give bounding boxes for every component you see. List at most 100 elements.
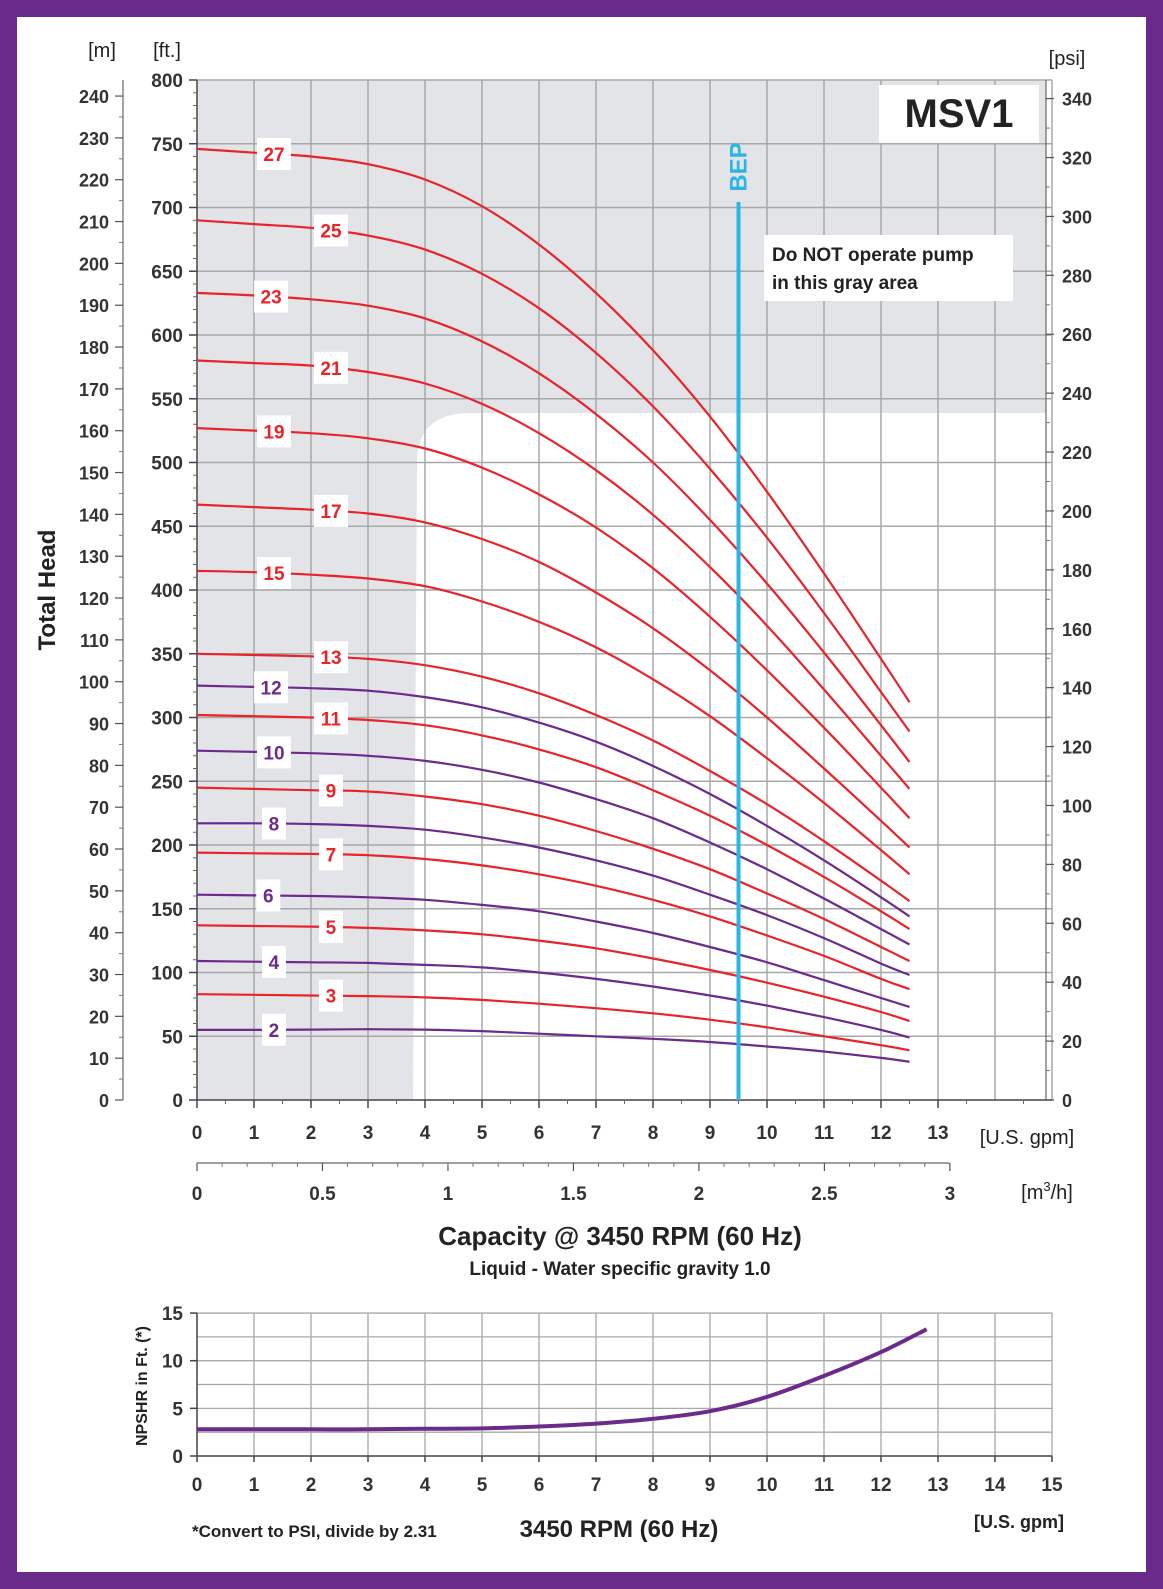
stage-label-10: 10 — [263, 743, 284, 764]
stage-label-4: 4 — [269, 953, 280, 974]
y-psi-tick-label: 340 — [1062, 90, 1092, 110]
stage-label-25: 25 — [320, 222, 342, 243]
x-axis-title: Capacity @ 3450 RPM (60 Hz) — [438, 1221, 801, 1251]
x-m3h-tick-label: 0 — [192, 1184, 203, 1205]
stage-curve-12 — [196, 684, 911, 918]
stage-label-19: 19 — [263, 423, 284, 444]
stage-label-box — [256, 736, 291, 769]
stage-curve-7 — [196, 851, 910, 991]
y-m-tick-label: 170 — [79, 380, 109, 400]
y-m-tick-label: 80 — [89, 756, 109, 776]
stage-label-box — [313, 702, 348, 735]
y-m-tick-label: 160 — [79, 422, 109, 442]
y-ft-tick-label: 250 — [151, 772, 183, 793]
stage-label-box — [313, 214, 348, 247]
stage-label-box — [318, 774, 343, 807]
y-psi-tick-label: 320 — [1062, 149, 1092, 169]
x-gpm-tick-label: 0 — [192, 1123, 203, 1144]
stage-label-27: 27 — [263, 145, 284, 166]
x-gpm-tick-label: 8 — [648, 1123, 659, 1144]
y-m-tick-label: 180 — [79, 338, 109, 358]
x-gpm-tick-label: 9 — [705, 1123, 716, 1144]
y-ft-tick-label: 500 — [151, 454, 183, 475]
stage-label-box — [256, 879, 281, 912]
x-m3h-tick-label: 2 — [694, 1184, 705, 1205]
y-m-tick-label: 190 — [79, 296, 109, 316]
stage-label-21: 21 — [320, 359, 342, 380]
stage-curve-6 — [196, 893, 910, 1008]
npshr-x-tick-label: 6 — [534, 1475, 545, 1496]
y-m-tick-label: 240 — [79, 87, 109, 107]
stage-label-box — [261, 807, 286, 840]
x-gpm-tick-label: 10 — [756, 1123, 777, 1144]
y-psi-tick-label: 140 — [1062, 679, 1092, 699]
y-psi-tick-label: 160 — [1062, 620, 1092, 640]
stage-label-8: 8 — [269, 815, 280, 836]
npshr-x-tick-label: 4 — [420, 1475, 431, 1496]
x-m3h-tick-label: 2.5 — [811, 1184, 838, 1205]
x-m3h-tick-label: 0.5 — [309, 1184, 336, 1205]
npshr-x-tick-label: 12 — [870, 1475, 891, 1496]
stage-label-box — [313, 641, 348, 674]
npshr-x-tick-label: 3 — [363, 1475, 374, 1496]
stage-curve-4 — [196, 959, 910, 1039]
y-ft-tick-label: 650 — [151, 262, 183, 283]
y-psi-tick-label: 60 — [1062, 914, 1082, 934]
y-unit-feet: [ft.] — [153, 40, 181, 62]
stage-label-17: 17 — [320, 502, 341, 523]
stage-label-box — [313, 351, 348, 384]
npshr-x-tick-label: 15 — [1041, 1475, 1063, 1496]
npshr-x-tick-label: 11 — [814, 1475, 835, 1496]
npshr-y-tick-label: 15 — [162, 1304, 184, 1325]
y-m-tick-label: 50 — [89, 882, 109, 902]
stage-curve-3 — [196, 993, 910, 1052]
stage-curve-10 — [196, 749, 911, 946]
bep-label: BEP — [726, 142, 753, 191]
stage-label-box — [318, 979, 343, 1012]
npshr-x-tick-label: 9 — [705, 1475, 716, 1496]
y-psi-tick-label: 20 — [1062, 1032, 1082, 1052]
npshr-x-tick-label: 13 — [927, 1475, 948, 1496]
stage-label-box — [261, 1013, 286, 1046]
warning-text-line1: Do NOT operate pump — [772, 245, 974, 266]
stage-label-box — [256, 138, 291, 171]
stage-label-12: 12 — [261, 678, 282, 699]
y-m-tick-label: 30 — [89, 966, 109, 986]
x-gpm-tick-label: 7 — [591, 1123, 602, 1144]
stage-curve-9 — [196, 786, 910, 962]
y-unit-meters: [m] — [88, 40, 116, 62]
y-psi-tick-label: 100 — [1062, 796, 1092, 816]
npshr-x-tick-label: 7 — [591, 1475, 602, 1496]
stage-label-11: 11 — [321, 709, 342, 730]
chart-title: MSV1 — [905, 92, 1014, 136]
stage-curve-5 — [196, 924, 910, 1023]
stage-label-6: 6 — [263, 887, 274, 908]
y-ft-tick-label: 150 — [151, 900, 183, 921]
npshr-x-tick-label: 0 — [192, 1475, 203, 1496]
x-gpm-tick-label: 1 — [249, 1123, 260, 1144]
stage-curve-27 — [196, 147, 911, 703]
pump-performance-chart: 0501001502002503003504004505005506006507… — [17, 17, 1146, 1572]
y-ft-tick-label: 550 — [151, 390, 183, 411]
y-psi-tick-label: 300 — [1062, 207, 1092, 227]
stage-label-box — [261, 945, 286, 978]
y-psi-tick-label: 240 — [1062, 384, 1092, 404]
x-gpm-tick-label: 2 — [306, 1123, 317, 1144]
y-m-tick-label: 40 — [89, 924, 109, 944]
y-m-tick-label: 130 — [79, 547, 109, 567]
stage-curve-19 — [196, 427, 911, 819]
stage-label-3: 3 — [326, 987, 337, 1008]
stage-label-box — [318, 838, 343, 871]
liquid-subtitle: Liquid - Water specific gravity 1.0 — [469, 1259, 770, 1280]
y-psi-tick-label: 120 — [1062, 738, 1092, 758]
y-ft-tick-label: 350 — [151, 645, 183, 666]
y-psi-tick-label: 180 — [1062, 561, 1092, 581]
x-gpm-tick-label: 4 — [420, 1123, 431, 1144]
y-m-tick-label: 200 — [79, 254, 109, 274]
x-m3h-tick-label: 3 — [945, 1184, 956, 1205]
npshr-y-axis-title: NPSHR in Ft. (*) — [134, 1326, 151, 1446]
y-ft-tick-label: 100 — [151, 964, 183, 985]
y-psi-tick-label: 220 — [1062, 443, 1092, 463]
x-gpm-tick-label: 13 — [927, 1123, 948, 1144]
stage-label-15: 15 — [263, 564, 285, 585]
